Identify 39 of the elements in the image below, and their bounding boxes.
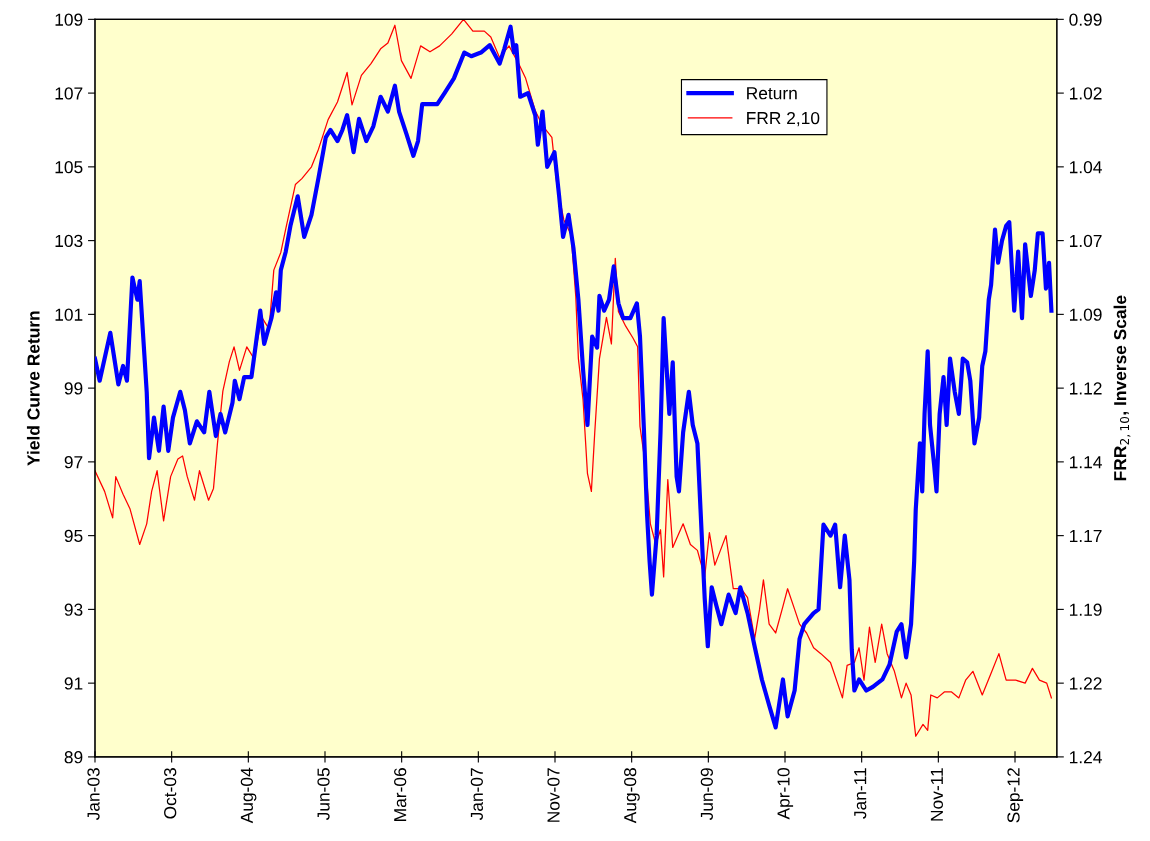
- y-tick-label: 95: [64, 529, 83, 543]
- y-tick-label: 91: [64, 677, 83, 690]
- x-tick-label: Sep-12: [1007, 768, 1024, 823]
- x-tick-label: Jun-09: [700, 768, 713, 821]
- x-tick-label: Apr-10: [777, 767, 794, 820]
- y-tick-label: 109: [55, 13, 83, 26]
- x-tick-label: Jun-05: [317, 768, 330, 821]
- y2-tick-label: 1.22: [1069, 677, 1102, 690]
- x-tick-label: Aug-04: [240, 767, 257, 824]
- y-tick-label: 99: [64, 382, 83, 395]
- y2-tick-label: 1.04: [1069, 161, 1102, 174]
- y2-tick-label: 1.24: [1069, 751, 1102, 764]
- y2-tick-label: 1.14: [1069, 456, 1102, 469]
- y2-tick-label: 0.99: [1069, 13, 1102, 26]
- y-axis-title: Yield Curve Return: [26, 311, 40, 466]
- x-tick-label: Nov-07: [547, 768, 560, 822]
- y-tick-label: 97: [64, 456, 83, 469]
- y2-tick-label: 1.12: [1069, 382, 1102, 395]
- legend-label: FRR 2,10: [747, 111, 820, 127]
- y2-tick-label: 1.02: [1069, 87, 1102, 100]
- y2-axis-title: FRR$_{2,10}$, Inverse Scale: [1113, 295, 1131, 481]
- y-tick-label: 107: [55, 87, 83, 100]
- x-tick-label: Jan-11: [854, 768, 867, 819]
- y2-tick-label: 1.09: [1069, 308, 1102, 321]
- y-tick-label: 93: [64, 603, 83, 616]
- x-tick-label: Oct-03: [164, 768, 177, 819]
- x-tick-label: Jan-07: [470, 768, 483, 821]
- x-tick-label: Jan-03: [87, 768, 100, 821]
- y-tick-label: 105: [55, 161, 83, 174]
- y2-tick-label: 1.17: [1069, 529, 1102, 542]
- x-tick-label: Mar-06: [394, 768, 407, 821]
- y-tick-label: 89: [64, 751, 83, 764]
- y2-tick-label: 1.07: [1069, 234, 1102, 248]
- x-tick-label: Nov-11: [930, 768, 943, 821]
- y-tick-label: 103: [55, 234, 83, 248]
- legend-label: Return: [747, 87, 797, 100]
- y-tick-label: 101: [55, 308, 83, 321]
- x-tick-label: Aug-08: [624, 768, 640, 824]
- y2-tick-label: 1.19: [1069, 603, 1102, 616]
